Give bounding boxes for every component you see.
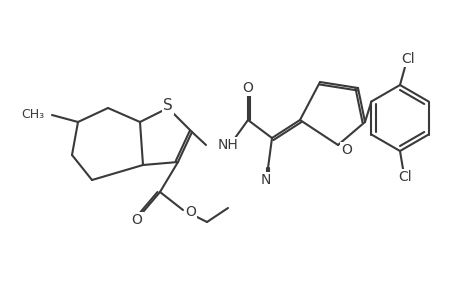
Text: CH₃: CH₃ (21, 109, 44, 122)
Text: S: S (163, 98, 173, 113)
Text: N: N (260, 173, 271, 187)
Text: O: O (185, 205, 196, 219)
Text: NH: NH (218, 138, 238, 152)
Text: O: O (131, 213, 142, 227)
Text: O: O (242, 81, 253, 95)
Text: O: O (340, 143, 351, 157)
Text: Cl: Cl (400, 52, 414, 66)
Text: Cl: Cl (397, 170, 411, 184)
